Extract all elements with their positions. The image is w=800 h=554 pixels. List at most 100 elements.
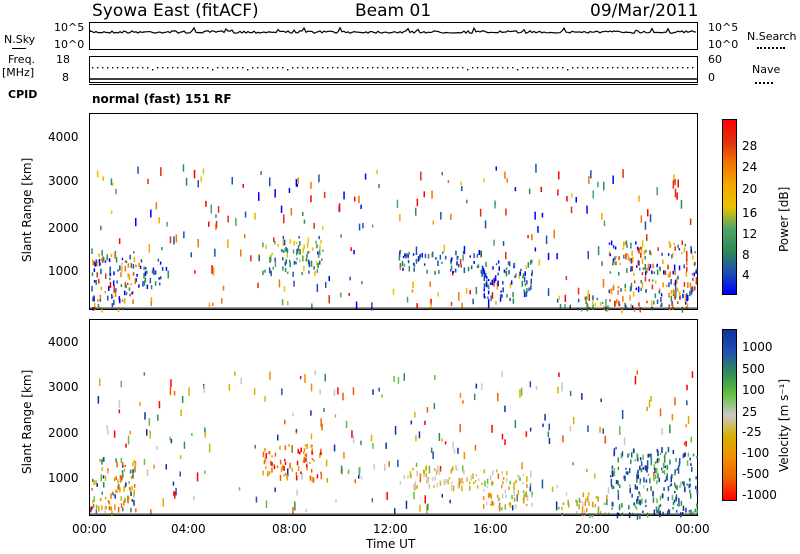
heatmap-cell (283, 474, 285, 477)
heatmap-cell (572, 462, 574, 466)
heatmap-cell (688, 484, 690, 489)
heatmap-cell (301, 271, 303, 276)
nave-tick-top: 60 (708, 53, 722, 66)
heatmap-cell (669, 244, 671, 249)
heatmap-cell (274, 487, 276, 492)
heatmap-cell (193, 169, 196, 179)
heatmap-cell (635, 287, 638, 291)
heatmap-cell (311, 476, 313, 483)
heatmap-cell (212, 267, 215, 276)
heatmap-cell (145, 266, 147, 270)
heatmap-cell (103, 257, 105, 261)
heatmap-cell (501, 471, 504, 475)
heatmap-cell (620, 288, 622, 292)
heatmap-cell (91, 272, 94, 277)
heatmap-cell (416, 303, 418, 309)
heatmap-cell (399, 263, 402, 268)
heatmap-cell (394, 426, 397, 435)
nave-dot (137, 67, 139, 69)
noise-left-tick-top: 10^5 (54, 21, 85, 34)
nave-label: Nave (752, 63, 781, 76)
heatmap-cell (102, 475, 105, 479)
heatmap-cell (238, 487, 241, 491)
heatmap-cell (437, 260, 439, 266)
heatmap-cell (667, 265, 669, 270)
heatmap-cell (562, 502, 565, 506)
heatmap-cell (458, 263, 460, 268)
heatmap-cell (262, 242, 264, 248)
heatmap-cell (448, 477, 451, 480)
heatmap-cell (592, 295, 594, 301)
heatmap-cell (491, 279, 493, 286)
heatmap-cell (419, 504, 421, 512)
heatmap-cell (500, 290, 502, 293)
heatmap-cell (640, 287, 642, 292)
heatmap-cell (482, 266, 484, 276)
heatmap-cell (460, 481, 462, 484)
heatmap-cell (474, 445, 477, 451)
heatmap-cell (617, 490, 619, 494)
heatmap-cell (695, 476, 697, 480)
heatmap-cell (100, 474, 102, 479)
heatmap-cell (132, 272, 135, 276)
nave-dot (467, 69, 469, 71)
heatmap-cell (133, 489, 135, 495)
heatmap-cell (318, 235, 320, 240)
heatmap-cell (110, 493, 113, 498)
nave-dot (462, 67, 464, 69)
heatmap-cell (569, 390, 572, 397)
heatmap-cell (217, 206, 220, 213)
heatmap-cell (639, 457, 642, 461)
nave-dot (372, 67, 374, 69)
heatmap-cell (508, 270, 510, 275)
heatmap-cell (687, 452, 690, 457)
heatmap-cell (293, 240, 295, 246)
heatmap-cell (111, 510, 113, 517)
heatmap-cell (135, 278, 138, 283)
heatmap-cell (531, 491, 533, 496)
heatmap-cell (462, 254, 464, 261)
heatmap-cell (469, 290, 471, 295)
heatmap-cell (290, 208, 293, 216)
heatmap-cell (634, 484, 637, 490)
heatmap-cell (594, 504, 596, 508)
heatmap-cell (647, 263, 650, 270)
heatmap-cell (273, 237, 275, 243)
heatmap-cell (681, 512, 684, 515)
heatmap-cell (371, 498, 374, 503)
heatmap-cell (635, 506, 638, 510)
heatmap-cell (110, 253, 113, 258)
power-colorbar-label: Power [dB] (777, 186, 791, 252)
heatmap-cell (267, 470, 269, 476)
heatmap-cell (686, 262, 688, 266)
heatmap-cell (624, 288, 627, 292)
heatmap-cell (401, 260, 404, 267)
nave-dot (422, 67, 424, 69)
heatmap-cell (466, 199, 468, 204)
heatmap-cell (694, 251, 696, 254)
heatmap-cell (665, 451, 667, 455)
heatmap-cell (191, 433, 193, 437)
heatmap-cell (458, 485, 460, 489)
heatmap-cell (689, 478, 691, 482)
heatmap-cell (652, 497, 655, 503)
heatmap-cell (626, 244, 628, 248)
heatmap-cell (302, 211, 304, 216)
heatmap-cell (615, 446, 617, 450)
heatmap-cell (662, 283, 664, 288)
heatmap-cell (580, 500, 582, 504)
heatmap-cell (634, 375, 637, 385)
heatmap-cell (403, 475, 405, 480)
heatmap-cell (240, 377, 242, 385)
heatmap-cell (128, 481, 130, 484)
heatmap-cell (689, 489, 691, 494)
heatmap-cell (469, 255, 471, 258)
heatmap-cell (648, 399, 651, 408)
heatmap-cell (591, 501, 594, 508)
heatmap-cell (631, 452, 633, 458)
heatmap-cell (629, 487, 631, 494)
heatmap-cell (165, 266, 168, 271)
heatmap-cell (316, 283, 319, 293)
heatmap-cell (672, 270, 674, 275)
nave-dot (427, 67, 429, 69)
